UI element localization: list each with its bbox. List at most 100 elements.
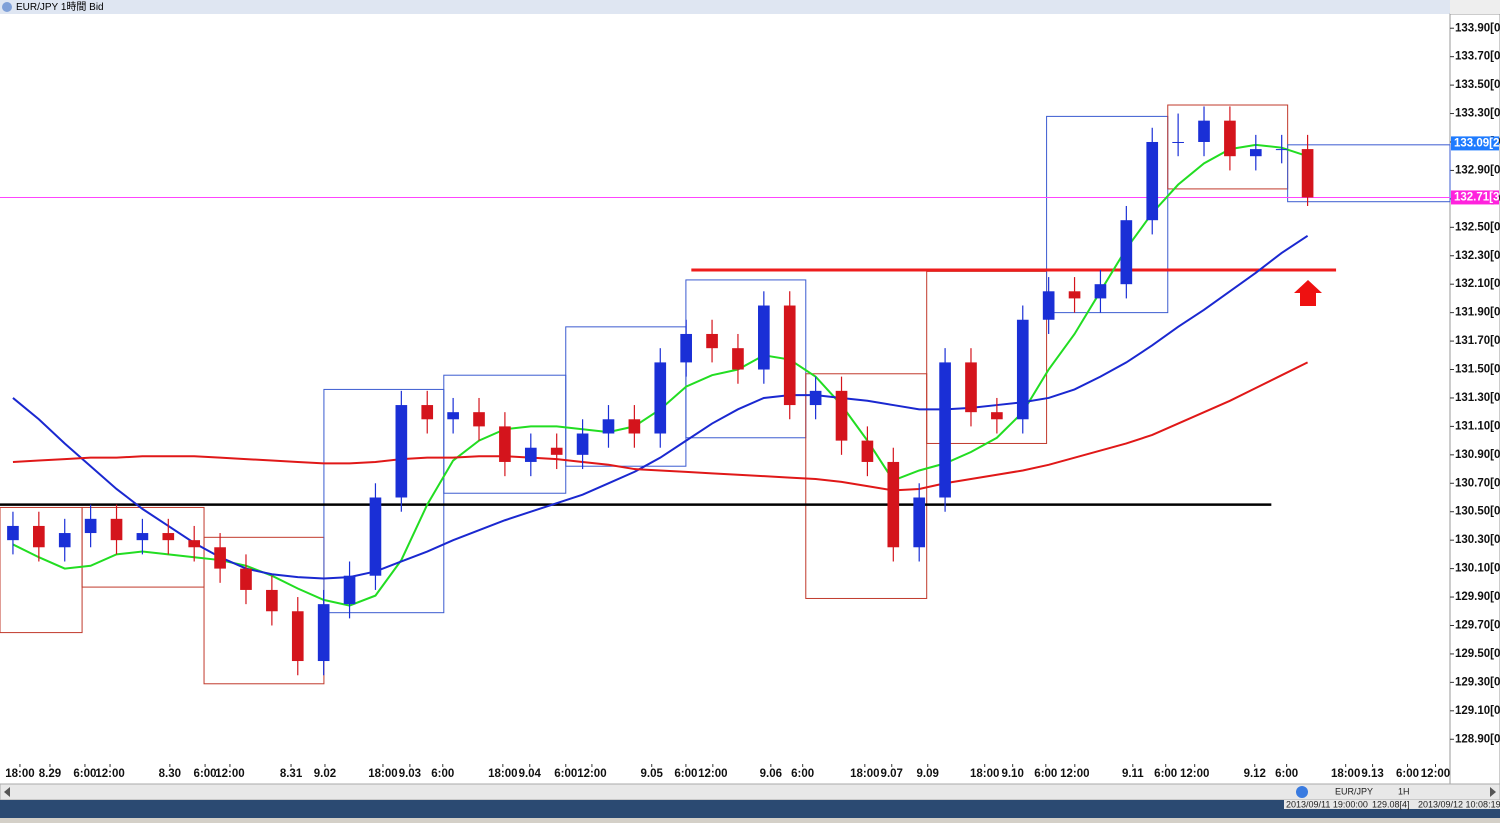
candle-body	[758, 305, 770, 370]
zoom-button[interactable]	[1296, 786, 1308, 798]
candle-body	[1198, 120, 1210, 142]
x-tick-label: 9.02	[314, 768, 336, 780]
y-tick-label: 133.50[0	[1455, 79, 1500, 91]
candle-body	[835, 390, 848, 441]
window-icon	[2, 2, 12, 12]
x-tick-label: 9.11	[1122, 768, 1144, 780]
candle-body	[136, 533, 149, 541]
x-tick-label: 6:00	[431, 768, 454, 780]
y-tick-label: 129.90[0	[1455, 591, 1500, 603]
candle-body	[887, 461, 900, 548]
candle-body	[809, 390, 822, 406]
candle-body	[913, 497, 926, 548]
range-box	[323, 388, 445, 614]
moving-average	[12, 235, 1309, 580]
y-tick-label: 133.90[0	[1455, 22, 1500, 34]
timeframe-selector[interactable]: 1H	[1398, 786, 1410, 796]
candle-body	[1016, 319, 1029, 420]
x-tick-label: 6:00	[674, 768, 697, 780]
scrollbar[interactable]	[0, 783, 1500, 801]
candle-body	[1249, 149, 1262, 157]
scroll-left[interactable]	[4, 787, 10, 797]
plot-area	[0, 14, 1450, 784]
y-tick-label: 129.30[0	[1455, 676, 1500, 688]
candle-body	[1224, 120, 1236, 157]
range-box	[805, 373, 928, 599]
x-tick-label: 9.12	[1244, 768, 1266, 780]
x-tick-label: 8.29	[39, 768, 61, 780]
x-tick-label: 18:00	[488, 768, 517, 780]
candle-body	[576, 433, 589, 455]
y-tick-label: 132.30[0	[1455, 250, 1500, 262]
x-tick-label: 6:00	[554, 768, 577, 780]
candle-body	[602, 419, 615, 434]
x-tick-label: 9.10	[1001, 768, 1023, 780]
candle-body	[291, 611, 304, 662]
candle-body	[732, 348, 744, 370]
y-tick-label: 132.90[0	[1455, 164, 1500, 176]
candle-body	[628, 419, 641, 434]
candle-body	[939, 362, 951, 498]
candle-body	[524, 447, 537, 462]
candle-body	[1068, 291, 1081, 299]
x-tick-label: 12:00	[1421, 768, 1450, 780]
candle-body	[214, 547, 226, 569]
y-tick-label: 128.90[0	[1455, 733, 1500, 745]
x-tick-label: 6:00	[1275, 768, 1298, 780]
candle-body	[188, 540, 201, 548]
x-tick-label: 18:00	[850, 768, 879, 780]
candle-body	[1042, 291, 1055, 320]
y-tick-label: 129.50[0	[1455, 648, 1500, 660]
y-tick-label: 131.30[0	[1455, 392, 1500, 404]
y-tick-label: 131.50[0	[1455, 364, 1500, 376]
price-marker	[1451, 136, 1499, 151]
candle-body	[1094, 284, 1107, 299]
y-tick-label: 130.70[0	[1455, 477, 1500, 489]
x-tick-label: 9.09	[917, 768, 939, 780]
price-marker-label: 132.71[3	[1454, 191, 1499, 203]
x-tick-label: 8.30	[159, 768, 181, 780]
y-tick-label: 130.90[0	[1455, 449, 1500, 461]
candle-body	[447, 412, 459, 420]
status-bar	[1284, 800, 1500, 809]
y-tick-label: 131.90[0	[1455, 307, 1500, 319]
x-tick-label: 9.03	[399, 768, 421, 780]
candle-body	[33, 525, 45, 548]
x-tick-label: 12:00	[95, 768, 124, 780]
x-tick-label: 6:00	[1154, 768, 1177, 780]
x-tick-label: 6:00	[73, 768, 96, 780]
candle-body	[680, 333, 692, 363]
candle-body	[110, 518, 123, 541]
candle-body	[317, 604, 330, 662]
x-tick-label: 18:00	[1331, 768, 1360, 780]
x-tick-label: 18:00	[368, 768, 397, 780]
x-tick-label: 8.31	[280, 768, 303, 780]
y-tick-label: 130.10[0	[1455, 563, 1500, 575]
x-tick-label: 9.07	[881, 768, 903, 780]
x-tick-label: 6:00	[1396, 768, 1419, 780]
status-price: 129.08[4]	[1372, 799, 1410, 809]
x-tick-label: 9.05	[641, 768, 664, 780]
candle-body	[162, 533, 175, 541]
x-tick-label: 9.06	[760, 768, 782, 780]
candle-body	[1172, 141, 1184, 143]
candle-body	[991, 412, 1003, 420]
candle-body	[965, 362, 977, 413]
candle-body	[421, 405, 434, 420]
range-box	[1287, 144, 1451, 203]
price-marker-label: 133.09[2	[1454, 137, 1499, 149]
candle-body	[654, 362, 667, 434]
candle-body	[861, 440, 874, 462]
candle-body	[343, 575, 356, 605]
candle-body	[550, 447, 563, 455]
symbol-selector[interactable]: EUR/JPY	[1335, 786, 1373, 796]
y-tick-label: 132.10[0	[1455, 278, 1500, 290]
x-tick-label: 12:00	[1060, 768, 1089, 780]
x-tick-label: 18:00	[5, 768, 34, 780]
scroll-right[interactable]	[1490, 787, 1496, 797]
moving-average	[12, 361, 1309, 492]
y-tick-label: 131.10[0	[1455, 420, 1500, 432]
y-tick-label: 131.70[0	[1455, 335, 1500, 347]
range-box	[1046, 115, 1169, 314]
